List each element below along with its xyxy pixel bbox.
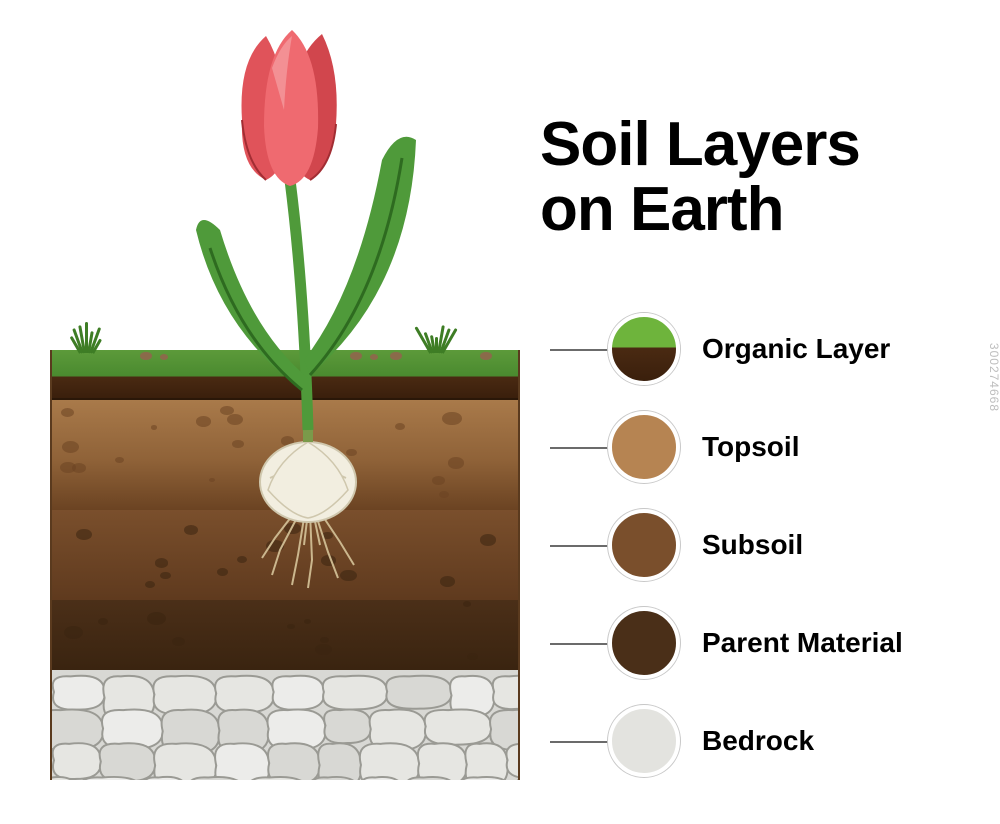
legend-label-bedrock: Bedrock [702,725,814,757]
layer-topsoil [52,400,518,510]
soil-cross-section [50,350,520,780]
title-line-2: on Earth [540,177,860,242]
legend-row-organic: Organic Layer [550,300,970,398]
layer-parent [52,600,518,670]
grass-tuft [80,322,94,358]
surface-pebble [140,352,152,360]
legend-row-bedrock: Bedrock [550,692,970,790]
watermark: 300274668 [987,343,1000,412]
swatch-parent [608,607,680,679]
legend-row-topsoil: Topsoil [550,398,970,496]
legend-label-topsoil: Topsoil [702,431,799,463]
swatch-topsoil [608,411,680,483]
legend-label-organic: Organic Layer [702,333,890,365]
swatch-subsoil [608,509,680,581]
legend-label-subsoil: Subsoil [702,529,803,561]
surface-pebble [160,354,168,360]
surface-pebble [390,352,402,360]
grass-tuft [430,323,444,358]
layer-subsoil [52,510,518,600]
legend-row-subsoil: Subsoil [550,496,970,594]
swatch-organic [608,313,680,385]
title-line-1: Soil Layers [540,112,860,177]
legend-row-parent: Parent Material [550,594,970,692]
surface-pebble [480,352,492,360]
layer-bedrock [52,670,518,780]
surface-pebble [350,352,362,360]
tulip-flower [242,30,337,186]
legend: Organic Layer Topsoil Subsoil Parent Materi… [550,300,970,790]
surface-pebble [370,354,378,360]
diagram-title: Soil Layers on Earth [540,112,860,242]
grass-surface [50,340,520,358]
swatch-bedrock [608,705,680,777]
legend-label-parent: Parent Material [702,627,903,659]
